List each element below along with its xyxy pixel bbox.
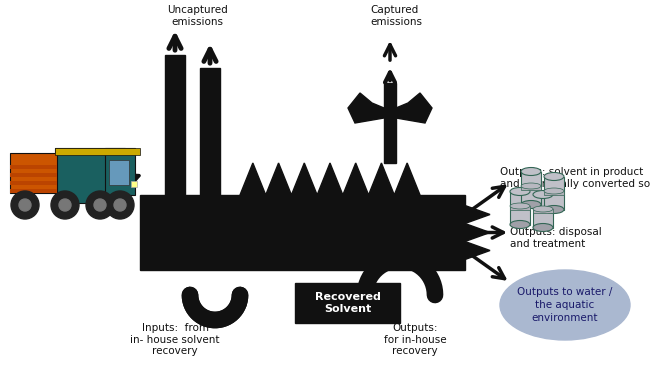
Ellipse shape [510, 220, 530, 229]
Bar [140, 195, 465, 270]
Ellipse shape [521, 201, 541, 209]
Polygon shape [348, 93, 384, 123]
Text: Outputs: disposal
and treatment: Outputs: disposal and treatment [510, 227, 602, 249]
Circle shape [11, 191, 39, 219]
Text: Inputs from
supplier: Inputs from supplier [45, 176, 105, 198]
Circle shape [106, 191, 134, 219]
Ellipse shape [533, 191, 553, 198]
Bar [521, 172, 541, 204]
Circle shape [19, 199, 31, 211]
Circle shape [59, 199, 71, 211]
Text: Uncaptured
emissions: Uncaptured emissions [166, 5, 228, 26]
Circle shape [51, 191, 79, 219]
Text: Recovered
Solvent: Recovered Solvent [315, 292, 380, 314]
Ellipse shape [544, 206, 564, 213]
Circle shape [94, 199, 106, 211]
Circle shape [114, 199, 126, 211]
Polygon shape [240, 163, 420, 195]
Ellipse shape [521, 167, 541, 176]
Ellipse shape [521, 183, 541, 189]
Bar [544, 191, 564, 195]
Bar [10, 153, 57, 193]
Ellipse shape [533, 206, 553, 212]
Bar [384, 83, 396, 163]
Ellipse shape [544, 172, 564, 181]
Polygon shape [396, 93, 432, 123]
Text: Captured
emissions: Captured emissions [370, 5, 422, 26]
Text: Outputs:
for in-house
recovery: Outputs: for in-house recovery [384, 323, 447, 356]
Bar [55, 148, 140, 155]
Bar [131, 181, 137, 187]
Ellipse shape [533, 223, 553, 232]
Bar [521, 186, 541, 190]
Bar [510, 191, 530, 225]
Ellipse shape [510, 203, 530, 209]
Bar [533, 194, 553, 228]
Bar [105, 148, 135, 195]
Bar [10, 165, 57, 169]
Bar [165, 55, 185, 195]
Bar [295, 283, 400, 323]
Polygon shape [465, 223, 490, 241]
Circle shape [86, 191, 114, 219]
Polygon shape [465, 206, 490, 223]
Ellipse shape [544, 188, 564, 194]
Bar [10, 189, 57, 193]
Text: Outputs to water /
the aquatic
environment: Outputs to water / the aquatic environme… [517, 287, 613, 323]
Bar [200, 68, 220, 195]
Bar [544, 176, 564, 210]
Bar [10, 173, 57, 177]
Text: Inputs:  from
in- house solvent
recovery: Inputs: from in- house solvent recovery [130, 323, 220, 356]
Bar [109, 160, 129, 185]
Bar [510, 206, 530, 210]
Bar [533, 209, 553, 213]
Polygon shape [465, 241, 490, 260]
Text: Outputs: solvent in product
and chemically converted solvent: Outputs: solvent in product and chemical… [500, 167, 650, 189]
Ellipse shape [510, 188, 530, 195]
Bar [55, 148, 125, 203]
Ellipse shape [500, 270, 630, 340]
Bar [10, 181, 57, 185]
